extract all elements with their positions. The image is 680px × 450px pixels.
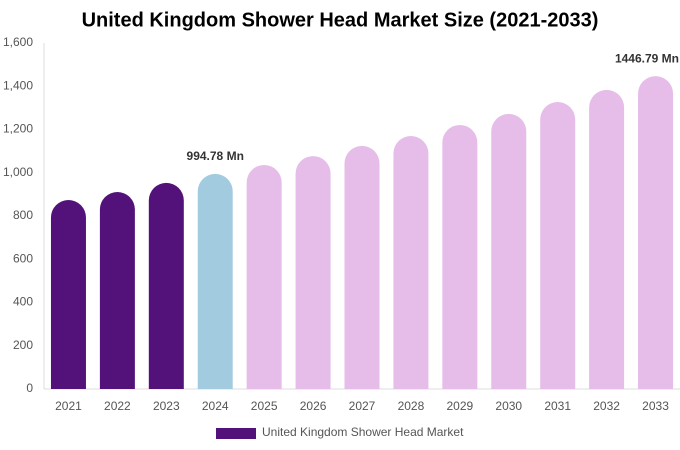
x-tick-label: 2026: [300, 399, 327, 413]
y-tick-label: 600: [13, 251, 33, 265]
y-tick-label: 0: [26, 381, 33, 395]
y-tick-label: 200: [13, 338, 33, 352]
bar: [197, 173, 233, 389]
legend-swatch: [216, 428, 256, 439]
bar: [491, 113, 527, 389]
value-label: 994.78 Mn: [187, 149, 244, 163]
y-tick-label: 1,400: [3, 78, 33, 92]
bar: [540, 102, 576, 389]
legend-label: United Kingdom Shower Head Market: [262, 425, 464, 439]
x-tick-label: 2033: [642, 399, 669, 413]
x-tick-label: 2021: [55, 399, 82, 413]
value-label: 1446.79 Mn: [615, 51, 679, 65]
x-tick-label: 2023: [153, 399, 180, 413]
x-tick-label: 2025: [251, 399, 278, 413]
bar: [344, 145, 380, 389]
y-tick-label: 1,000: [3, 165, 33, 179]
x-tick-label: 2030: [495, 399, 522, 413]
x-tick-label: 2029: [446, 399, 473, 413]
x-tick-label: 2022: [104, 399, 131, 413]
x-tick-label: 2031: [544, 399, 571, 413]
x-tick-label: 2024: [202, 399, 229, 413]
bar: [638, 76, 674, 390]
bar: [393, 135, 429, 389]
bar: [148, 182, 184, 389]
bar: [50, 199, 86, 389]
y-tick-label: 1,600: [3, 35, 33, 49]
chart-title: United Kingdom Shower Head Market Size (…: [82, 9, 599, 31]
y-tick-label: 800: [13, 208, 33, 222]
x-tick-label: 2028: [398, 399, 425, 413]
bar: [295, 156, 331, 389]
x-tick-label: 2032: [593, 399, 620, 413]
y-tick-label: 400: [13, 295, 33, 309]
bar: [442, 124, 478, 390]
bar: [246, 164, 282, 389]
x-tick-label: 2027: [349, 399, 376, 413]
bar: [99, 191, 135, 389]
bar: [589, 89, 625, 390]
y-tick-label: 1,200: [3, 122, 33, 136]
